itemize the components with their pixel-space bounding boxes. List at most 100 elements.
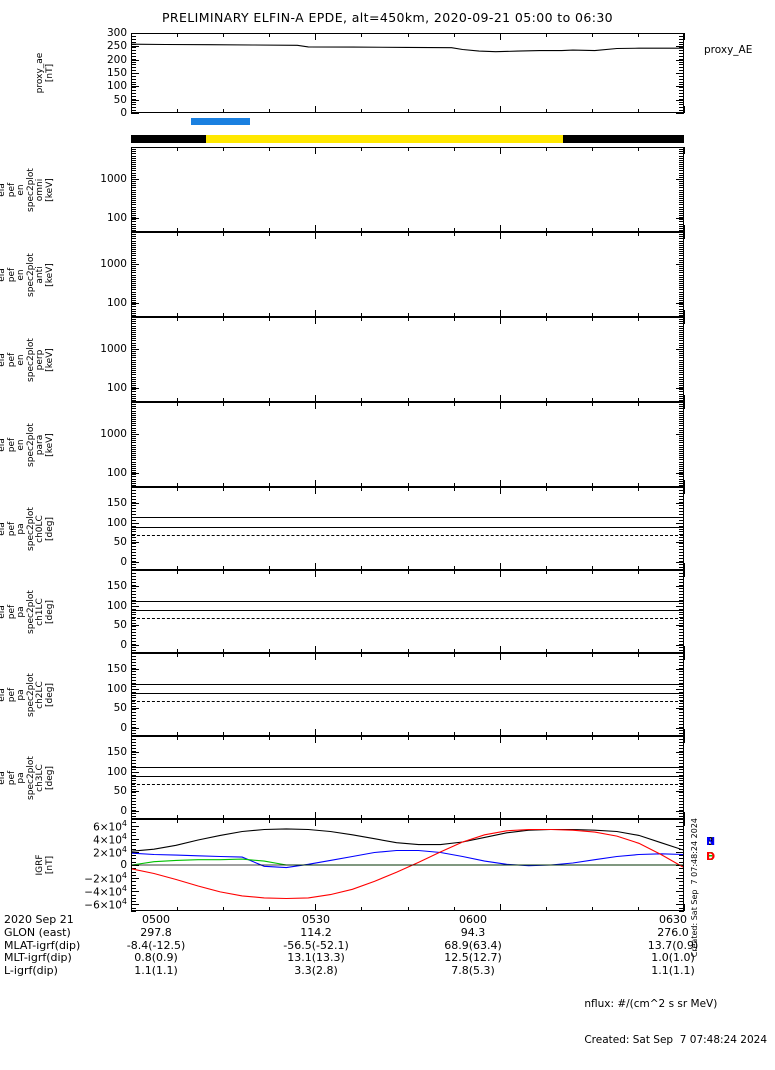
ytick-minor	[679, 319, 684, 321]
xtick-top	[545, 147, 547, 151]
ytick-minor	[131, 331, 136, 333]
ytick-minor	[131, 151, 136, 153]
xtick-top	[131, 570, 132, 577]
xtick-bottom	[684, 729, 685, 736]
ytick-minor	[131, 516, 136, 518]
ytick-minor	[131, 531, 136, 533]
ytick-minor	[131, 147, 136, 148]
ytick-minor	[131, 584, 136, 586]
ytick-minor	[679, 355, 684, 357]
ytick-minor	[131, 321, 136, 323]
ytick-minor	[131, 450, 136, 452]
ephemeris-value: 7.8(5.3)	[451, 964, 495, 978]
ytick-minor	[131, 363, 136, 365]
ytick-minor	[679, 365, 684, 367]
ytick-minor	[679, 832, 684, 834]
ytick-minor	[131, 629, 136, 631]
ytick-minor	[679, 626, 684, 628]
ytick-minor	[679, 416, 684, 418]
xtick-bottom	[407, 228, 409, 232]
ytick-minor	[131, 753, 136, 755]
ytick-mark	[676, 728, 684, 730]
ytick-minor	[679, 361, 684, 363]
xtick-top	[176, 653, 178, 657]
ytick-minor	[679, 229, 684, 231]
ephemeris-value: 0530	[302, 913, 330, 926]
ytick-minor	[679, 202, 684, 204]
xtick-top	[453, 33, 455, 37]
ytick-minor	[679, 308, 684, 310]
ytick-minor	[131, 819, 136, 820]
ytick-minor	[131, 888, 136, 889]
panel-pa-spec-ch2lc	[131, 653, 684, 736]
xtick-top	[223, 232, 225, 236]
ytick-igrf-4: −2×104	[84, 870, 127, 886]
ytick-minor	[679, 414, 684, 416]
ytick-minor	[679, 338, 684, 340]
panel-en-spec-omni	[131, 147, 684, 232]
ytick-minor	[679, 73, 684, 74]
xtick-top	[361, 570, 363, 574]
ytick-minor	[131, 587, 136, 589]
ytick-minor	[679, 753, 684, 755]
ytick-minor	[131, 317, 136, 318]
xtick-bottom	[684, 812, 685, 819]
ytick-minor	[679, 540, 684, 542]
ytick-minor	[679, 317, 684, 318]
ytick-minor	[131, 572, 136, 574]
ytick-mark	[131, 668, 139, 670]
ytick-pa-spec-ch2lc-0: 150	[106, 662, 127, 675]
ytick-minor	[131, 795, 136, 797]
ytick-minor	[679, 495, 684, 497]
ytick-minor	[679, 476, 684, 478]
ytick-minor	[679, 584, 684, 586]
ytick-minor	[131, 67, 136, 69]
ytick-minor	[131, 75, 136, 77]
ytick-minor	[679, 215, 684, 216]
xtick-top	[453, 819, 455, 823]
xtick-top	[131, 33, 132, 40]
ytick-minor	[679, 581, 684, 583]
ytick-minor	[131, 658, 136, 660]
ytick-minor	[679, 410, 684, 412]
xtick-bottom	[131, 904, 132, 911]
xtick-bottom	[315, 480, 317, 487]
ytick-minor	[679, 522, 684, 524]
ytick-minor	[131, 227, 136, 229]
ytick-minor	[679, 531, 684, 533]
xtick-top	[637, 487, 639, 491]
ytick-minor	[131, 472, 136, 474]
xtick-top	[499, 232, 501, 239]
ytick-minor	[679, 223, 684, 225]
created-timestamp: Created: Sat Sep 7 07:48:24 2024	[584, 1034, 767, 1046]
ytick-minor	[679, 470, 684, 471]
ytick-minor	[679, 558, 684, 560]
ytick-mark	[676, 542, 684, 544]
xtick-bottom	[545, 649, 547, 653]
ytick-minor	[131, 376, 136, 378]
ytick-minor	[131, 476, 136, 478]
xtick-top	[684, 819, 685, 826]
ytick-minor	[679, 552, 684, 554]
xtick-bottom	[684, 106, 685, 113]
xtick-top	[545, 232, 547, 236]
xtick-top	[176, 736, 178, 740]
xtick-bottom	[453, 313, 455, 317]
ytick-minor	[131, 149, 136, 151]
ytick-minor	[131, 365, 136, 367]
ephemeris-row-4: L-igrf(dip) 1.1(1.1) 3.3(2.8) 7.8(5.3) 1.1(1…	[4, 964, 772, 978]
xtick-top	[269, 653, 271, 657]
xtick-bottom	[223, 313, 225, 317]
ytick-minor	[679, 667, 684, 669]
ytick-minor	[131, 253, 136, 255]
ytick-minor	[679, 421, 684, 423]
ytick-minor	[679, 87, 684, 89]
page-title: PRELIMINARY ELFIN-A EPDE, alt=450km, 202…	[161, 10, 614, 25]
ytick-minor	[131, 78, 136, 80]
ytick-pa-spec-ch0lc-1: 100	[106, 516, 127, 529]
ytick-minor	[679, 501, 684, 503]
ytick-minor	[131, 382, 136, 384]
ytick-minor	[131, 276, 136, 278]
ytick-minor	[679, 694, 684, 696]
ytick-pa-spec-ch0lc-2: 50	[113, 536, 127, 549]
